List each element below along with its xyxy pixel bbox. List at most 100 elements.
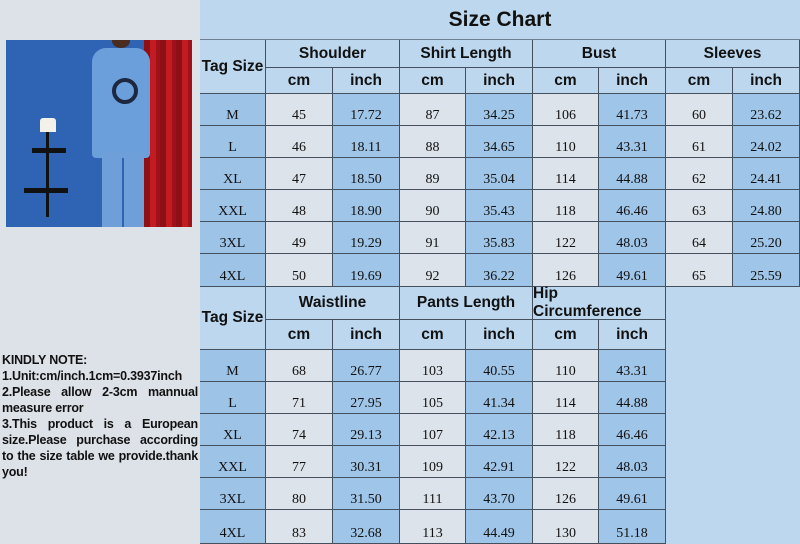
measurement-cell: 48 bbox=[266, 190, 333, 222]
measurement-cell: 18.50 bbox=[333, 158, 400, 190]
measurement-cell: 17.72 bbox=[333, 94, 400, 126]
measurement-cell: 46.46 bbox=[599, 414, 666, 446]
unit-header-inch: inch bbox=[333, 320, 400, 350]
measurement-cell: 31.50 bbox=[333, 478, 400, 510]
tag-size-cell: 3XL bbox=[200, 478, 266, 510]
measurement-cell: 29.13 bbox=[333, 414, 400, 446]
group-header: Shirt Length bbox=[400, 40, 533, 68]
measurement-cell: 35.43 bbox=[466, 190, 533, 222]
unit-header-inch: inch bbox=[733, 68, 800, 94]
measurement-cell: 88 bbox=[400, 126, 466, 158]
lamp bbox=[40, 118, 56, 132]
unit-header-inch: inch bbox=[599, 68, 666, 94]
product-photo bbox=[6, 40, 192, 227]
measurement-cell: 74 bbox=[266, 414, 333, 446]
measurement-cell: 118 bbox=[533, 190, 599, 222]
measurement-cell: 83 bbox=[266, 510, 333, 544]
unit-header-cm: cm bbox=[400, 320, 466, 350]
measurement-cell: 24.80 bbox=[733, 190, 800, 222]
tag-size-cell: XL bbox=[200, 414, 266, 446]
measurement-cell: 113 bbox=[400, 510, 466, 544]
red-curtain bbox=[144, 40, 192, 227]
measurement-cell: 25.20 bbox=[733, 222, 800, 254]
measurement-cell: 35.83 bbox=[466, 222, 533, 254]
measurement-cell: 91 bbox=[400, 222, 466, 254]
measurement-cell: 118 bbox=[533, 414, 599, 446]
measurement-cell: 30.31 bbox=[333, 446, 400, 478]
group-header: Bust bbox=[533, 40, 666, 68]
measurement-cell: 80 bbox=[266, 478, 333, 510]
measurement-cell: 18.90 bbox=[333, 190, 400, 222]
unit-header-cm: cm bbox=[400, 68, 466, 94]
measurement-cell: 41.34 bbox=[466, 382, 533, 414]
measurement-cell: 110 bbox=[533, 350, 599, 382]
size-chart: Size Chart Tag Size Shoulder Shirt Length B… bbox=[200, 0, 800, 544]
tag-size-cell: XL bbox=[200, 158, 266, 190]
measurement-cell: 109 bbox=[400, 446, 466, 478]
measurement-cell: 32.68 bbox=[333, 510, 400, 544]
tag-size-header: Tag Size bbox=[200, 287, 266, 350]
measurement-cell: 126 bbox=[533, 254, 599, 287]
measurement-cell: 23.62 bbox=[733, 94, 800, 126]
note-line: 1.Unit:cm/inch.1cm=0.3937inch bbox=[2, 369, 183, 383]
measurement-cell: 24.02 bbox=[733, 126, 800, 158]
chart-title: Size Chart bbox=[200, 0, 800, 40]
measurement-cell: 106 bbox=[533, 94, 599, 126]
measurement-cell: 61 bbox=[666, 126, 733, 158]
tag-size-cell: 4XL bbox=[200, 254, 266, 287]
model-shirt bbox=[92, 48, 150, 158]
group-header: Pants Length bbox=[400, 287, 533, 320]
measurement-cell: 92 bbox=[400, 254, 466, 287]
measurement-cell: 71 bbox=[266, 382, 333, 414]
measurement-cell: 126 bbox=[533, 478, 599, 510]
measurement-cell: 111 bbox=[400, 478, 466, 510]
group-header: Sleeves bbox=[666, 40, 800, 68]
tag-size-cell: M bbox=[200, 350, 266, 382]
measurement-cell: 65 bbox=[666, 254, 733, 287]
tag-size-cell: L bbox=[200, 382, 266, 414]
unit-header-cm: cm bbox=[266, 320, 333, 350]
measurement-cell: 122 bbox=[533, 222, 599, 254]
unit-header-cm: cm bbox=[266, 68, 333, 94]
measurement-cell: 90 bbox=[400, 190, 466, 222]
measurement-cell: 24.41 bbox=[733, 158, 800, 190]
measurement-cell: 51.18 bbox=[599, 510, 666, 544]
measurement-cell: 42.13 bbox=[466, 414, 533, 446]
measurement-cell: 43.70 bbox=[466, 478, 533, 510]
unit-header-inch: inch bbox=[466, 320, 533, 350]
measurement-cell: 122 bbox=[533, 446, 599, 478]
tag-size-cell: M bbox=[200, 94, 266, 126]
measurement-cell: 107 bbox=[400, 414, 466, 446]
measurement-cell: 43.31 bbox=[599, 126, 666, 158]
measurement-cell: 87 bbox=[400, 94, 466, 126]
measurement-cell: 63 bbox=[666, 190, 733, 222]
measurement-cell: 103 bbox=[400, 350, 466, 382]
measurement-cell: 26.77 bbox=[333, 350, 400, 382]
measurement-cell: 40.55 bbox=[466, 350, 533, 382]
shirt-pattern bbox=[112, 78, 138, 104]
model-figure bbox=[92, 40, 152, 227]
measurement-cell: 130 bbox=[533, 510, 599, 544]
measurement-cell: 19.69 bbox=[333, 254, 400, 287]
measurement-cell: 47 bbox=[266, 158, 333, 190]
unit-header-cm: cm bbox=[666, 68, 733, 94]
measurement-cell: 48.03 bbox=[599, 222, 666, 254]
unit-header-cm: cm bbox=[533, 68, 599, 94]
group-header: Waistline bbox=[266, 287, 400, 320]
side-table-stand bbox=[46, 132, 49, 217]
measurement-cell: 27.95 bbox=[333, 382, 400, 414]
measurement-cell: 89 bbox=[400, 158, 466, 190]
side-table-top bbox=[32, 148, 66, 153]
tag-size-cell: 3XL bbox=[200, 222, 266, 254]
empty-area bbox=[666, 287, 800, 544]
measurement-cell: 34.25 bbox=[466, 94, 533, 126]
measurement-cell: 18.11 bbox=[333, 126, 400, 158]
tag-size-cell: XXL bbox=[200, 190, 266, 222]
measurement-cell: 68 bbox=[266, 350, 333, 382]
unit-header-inch: inch bbox=[333, 68, 400, 94]
unit-header-inch: inch bbox=[599, 320, 666, 350]
measurement-cell: 36.22 bbox=[466, 254, 533, 287]
measurement-cell: 60 bbox=[666, 94, 733, 126]
measurement-cell: 50 bbox=[266, 254, 333, 287]
measurement-cell: 25.59 bbox=[733, 254, 800, 287]
